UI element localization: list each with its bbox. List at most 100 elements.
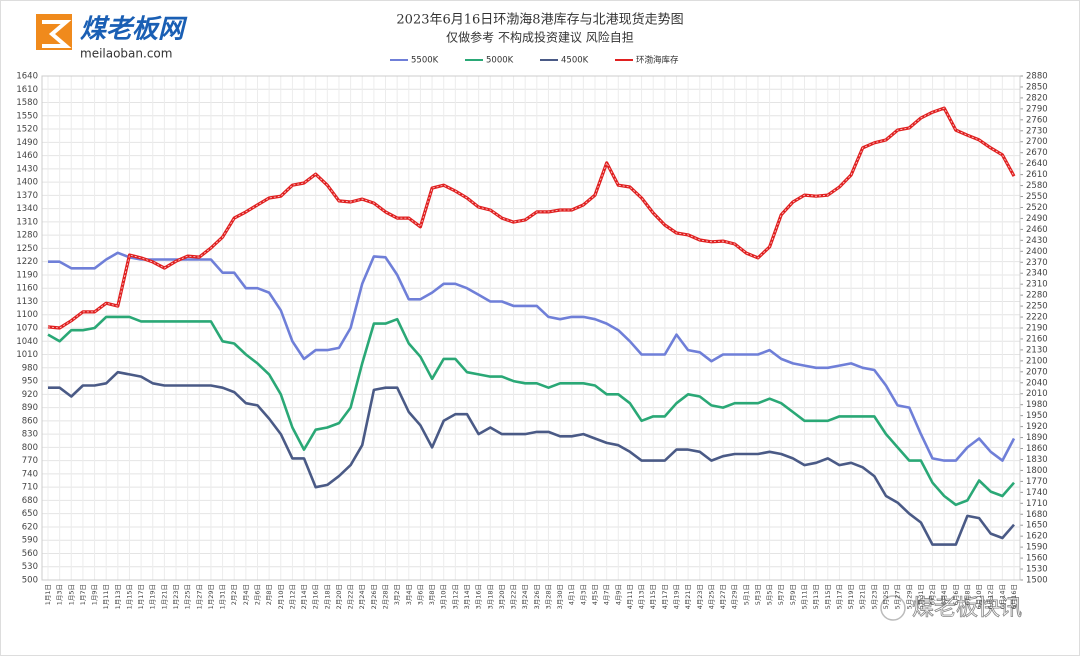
y2-tick-label: 2040	[1026, 378, 1048, 388]
y2-tick-label: 1530	[1026, 565, 1048, 575]
x-tick-label: 5月15日	[824, 584, 832, 609]
x-tick-label: 2月26日	[370, 584, 378, 609]
y-tick-label: 1340	[16, 204, 38, 214]
x-tick-label: 2月20日	[335, 584, 343, 609]
y2-tick-label: 1890	[1026, 433, 1048, 443]
y2-tick-label: 2190	[1026, 324, 1048, 334]
x-tick-label: 2月6日	[253, 584, 261, 605]
x-tick-label: 5月19日	[847, 584, 855, 609]
x-tick-label: 3月10日	[440, 584, 448, 609]
x-tick-label: 6月10日	[975, 584, 983, 609]
legend-label: 5000K	[486, 56, 514, 66]
y2-tick-label: 1950	[1026, 411, 1048, 421]
x-tick-label: 5月25日	[882, 584, 890, 609]
y2-tick-label: 2670	[1026, 148, 1048, 158]
y2-tick-label: 2790	[1026, 104, 1048, 114]
x-tick-label: 4月17日	[661, 584, 669, 609]
y2-tick-label: 2010	[1026, 389, 1048, 399]
x-tick-label: 4月23日	[696, 584, 704, 609]
y-tick-label: 1460	[16, 151, 38, 161]
series-line	[48, 251, 1016, 462]
x-tick-label: 5月3日	[754, 584, 762, 605]
y2-tick-label: 2550	[1026, 192, 1048, 202]
y-tick-label: 770	[22, 456, 38, 466]
y-tick-label: 710	[22, 483, 38, 493]
y2-tick-label: 2610	[1026, 170, 1048, 180]
x-tick-label: 1月21日	[160, 584, 168, 609]
x-tick-label: 4月13日	[638, 584, 646, 609]
x-tick-label: 3月16日	[475, 584, 483, 609]
y2-tick-label: 2280	[1026, 291, 1048, 301]
x-tick-label: 4月5日	[591, 584, 599, 605]
x-tick-label: 1月15日	[125, 584, 133, 609]
y-tick-label: 1280	[16, 231, 38, 241]
y-tick-label: 500	[22, 576, 38, 586]
x-tick-label: 3月4日	[405, 584, 413, 605]
y-tick-label: 1550	[16, 111, 38, 121]
logo-domain: meilaoban.com	[80, 47, 172, 61]
x-tick-label: 4月7日	[603, 584, 611, 605]
x-tick-label: 3月20日	[498, 584, 506, 609]
y-tick-label: 1640	[16, 72, 38, 82]
logo: 煤老板网 meilaoban.com	[36, 14, 188, 61]
x-tick-label: 1月19日	[149, 584, 157, 609]
y-tick-label: 1130	[16, 297, 38, 307]
y2-tick-label: 2640	[1026, 159, 1048, 169]
x-tick-label: 4月15日	[649, 584, 657, 609]
y2-tick-label: 1620	[1026, 532, 1048, 542]
y2-tick-label: 2520	[1026, 203, 1048, 213]
footer-badge: 煤老板快讯	[880, 595, 1022, 621]
y-tick-label: 1430	[16, 164, 38, 174]
x-tick-label: 5月21日	[859, 584, 867, 609]
y2-tick-label: 2430	[1026, 236, 1048, 246]
y2-tick-label: 2310	[1026, 280, 1048, 290]
x-tick-label: 5月7日	[777, 584, 785, 605]
y2-tick-label: 2400	[1026, 247, 1048, 257]
x-tick-label: 5月31日	[917, 584, 925, 609]
legend-label: 环渤海库存	[636, 55, 679, 66]
y2-tick-label: 2370	[1026, 258, 1048, 268]
y2-tick-label: 1710	[1026, 499, 1048, 509]
x-tick-label: 3月24日	[521, 584, 529, 609]
x-tick-label: 2月14日	[300, 584, 308, 609]
x-tick-label: 5月17日	[835, 584, 843, 609]
x-tick-label: 2月16日	[312, 584, 320, 609]
x-tick-label: 5月13日	[812, 584, 820, 609]
series-line-highlight	[47, 107, 1015, 329]
x-tick-label: 1月9日	[91, 584, 99, 605]
x-tick-label: 1月5日	[67, 584, 75, 605]
x-tick-label: 5月1日	[742, 584, 750, 605]
y2-tick-label: 1500	[1026, 576, 1048, 586]
x-tick-label: 2月24日	[358, 584, 366, 609]
x-tick-label: 2月4日	[242, 584, 250, 605]
x-tick-label: 3月2日	[393, 584, 401, 605]
y2-tick-label: 2700	[1026, 137, 1048, 147]
x-tick-label: 1月23日	[172, 584, 180, 609]
legend-label: 5500K	[411, 56, 439, 66]
x-tick-label: 1月31日	[219, 584, 227, 609]
x-tick-label: 1月25日	[184, 584, 192, 609]
y-tick-label: 830	[22, 430, 38, 440]
x-tick-label: 4月25日	[707, 584, 715, 609]
x-tick-label: 5月9日	[789, 584, 797, 605]
x-tick-label: 4月27日	[719, 584, 727, 609]
x-tick-label: 5月29日	[905, 584, 913, 609]
x-tick-label: 4月29日	[731, 584, 739, 609]
y-tick-label: 890	[22, 403, 38, 413]
y2-tick-label: 1770	[1026, 477, 1048, 487]
y2-tick-label: 2880	[1026, 72, 1048, 82]
x-tick-label: 3月8日	[428, 584, 436, 605]
plot-border	[41, 75, 1021, 581]
x-tick-label: 5月27日	[894, 584, 902, 609]
x-tick-label: 2月22日	[347, 584, 355, 609]
x-tick-label: 4月21日	[684, 584, 692, 609]
x-tick-label: 6月16日	[1010, 584, 1018, 609]
chart-subtitle: 仅做参考 不构成投资建议 风险自担	[446, 30, 634, 45]
x-tick-label: 4月9日	[614, 584, 622, 605]
y2-tick-label: 2820	[1026, 93, 1048, 103]
y-tick-label: 860	[22, 416, 38, 426]
y2-tick-label: 1680	[1026, 510, 1048, 520]
x-tick-label: 3月30日	[556, 584, 564, 609]
x-tick-label: 3月6日	[416, 584, 424, 605]
